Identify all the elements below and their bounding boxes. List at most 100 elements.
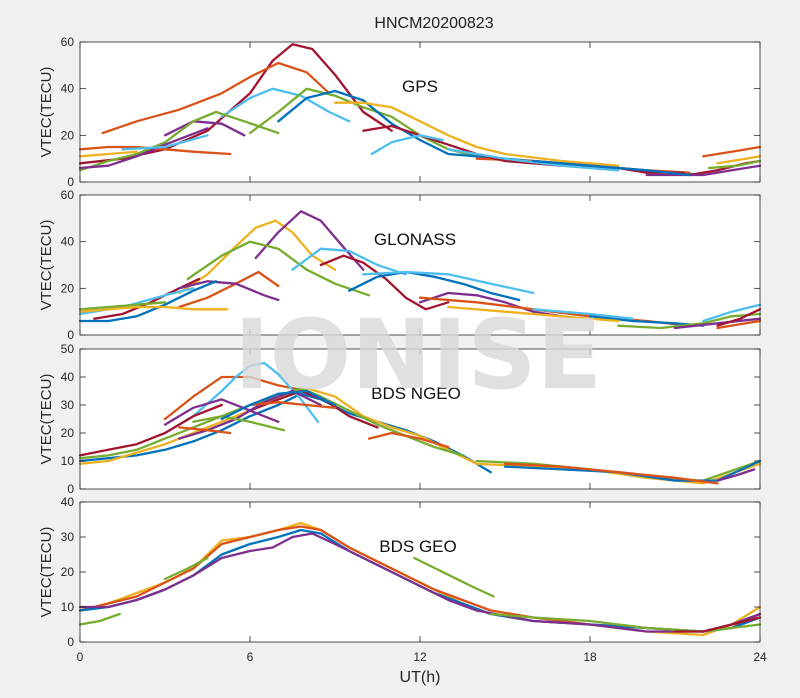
series-line-2 <box>186 240 371 297</box>
y-tick-label: 40 <box>61 235 75 249</box>
series-line-15 <box>78 150 138 158</box>
series-line-1 <box>101 61 331 135</box>
series-line-1 <box>254 210 365 271</box>
series-line-10 <box>702 145 762 158</box>
series-line-13 <box>220 389 337 421</box>
y-tick-label: 10 <box>61 600 75 614</box>
y-axis-label: VTEC(TECU) <box>38 67 55 158</box>
series-line-4 <box>319 254 450 311</box>
series-line-14 <box>418 291 563 318</box>
subplot-title: GLONASS <box>374 230 456 249</box>
series-line-4 <box>78 612 121 626</box>
series-line-14 <box>645 164 762 177</box>
series-line-8 <box>178 389 322 440</box>
series-line-17 <box>503 462 719 485</box>
x-tick-label: 18 <box>583 650 597 664</box>
watermark: IONISE <box>234 299 602 411</box>
subplot-0: 0 20 40 60 VTEC(TECU) GPS <box>38 35 762 189</box>
series-line-11 <box>248 401 337 409</box>
subplot-2: 0 10 20 30 40 50 VTEC(TECU) BDS NGEO <box>38 342 762 496</box>
series-line-3 <box>248 87 478 158</box>
y-tick-label: 50 <box>61 342 75 356</box>
series-line-5 <box>348 270 521 302</box>
y-tick-label: 40 <box>61 82 75 96</box>
plot-area <box>80 195 760 335</box>
series-line-6 <box>163 120 246 137</box>
series-line-9 <box>178 280 280 302</box>
series-line-20 <box>702 303 762 323</box>
series-line-17 <box>532 308 634 320</box>
x-tick-label: 24 <box>753 650 767 664</box>
series-line-20 <box>532 159 691 177</box>
series-line-3 <box>291 247 407 276</box>
y-tick-label: 20 <box>61 426 75 440</box>
y-tick-label: 60 <box>61 35 75 49</box>
series-line-0 <box>178 219 337 295</box>
series-line-5 <box>163 398 280 426</box>
series-line-23 <box>716 319 762 330</box>
subplot-1: 0 20 40 60 VTEC(TECU) GLONASS <box>38 188 762 342</box>
series-line-6 <box>78 403 223 457</box>
y-tick-label: 0 <box>67 482 74 496</box>
series-line-16 <box>716 155 762 165</box>
y-tick-label: 20 <box>61 565 75 579</box>
series-line-6 <box>413 556 495 598</box>
series-line-12 <box>367 431 450 449</box>
x-tick-label: 12 <box>413 650 427 664</box>
series-line-18 <box>447 148 620 172</box>
series-line-8 <box>673 616 762 633</box>
y-tick-label: 30 <box>61 530 75 544</box>
series-line-9 <box>192 415 286 432</box>
y-tick-label: 0 <box>67 175 74 189</box>
series-line-12 <box>78 305 229 313</box>
series-line-8 <box>93 277 201 320</box>
series-line-10 <box>78 280 218 323</box>
y-tick-label: 60 <box>61 188 75 202</box>
y-axis-label: VTEC(TECU) <box>38 220 55 311</box>
y-tick-label: 40 <box>61 370 75 384</box>
plot-area <box>80 502 760 642</box>
x-tick-label: 6 <box>247 650 254 664</box>
series-line-5 <box>163 556 209 581</box>
y-axis-label: VTEC(TECU) <box>38 374 55 465</box>
y-tick-label: 0 <box>67 328 74 342</box>
series-line-7 <box>248 389 379 429</box>
plot-area <box>80 349 760 489</box>
series-line-19 <box>617 312 762 330</box>
series-line-5 <box>333 101 620 167</box>
series-line-22 <box>716 308 762 327</box>
series-line-21 <box>673 317 762 330</box>
subplot-title: BDS NGEO <box>371 384 461 403</box>
y-tick-label: 20 <box>61 281 75 295</box>
y-tick-label: 10 <box>61 454 75 468</box>
series-line-16 <box>503 459 762 482</box>
x-tick-label: 0 <box>77 650 84 664</box>
series-line-18 <box>447 305 620 323</box>
series-line-0 <box>78 43 393 165</box>
y-tick-label: 40 <box>61 495 75 509</box>
subplot-3: 0 10 20 30 40 0 6 12 18 24 VTEC(TECU) BDS GEO UT(h) <box>38 495 767 686</box>
series-line-7 <box>78 110 280 172</box>
plot-area <box>80 42 760 182</box>
series-line-13 <box>78 301 167 311</box>
x-axis-label: UT(h) <box>400 669 441 686</box>
y-axis-label: VTEC(TECU) <box>38 527 55 618</box>
series-line-19 <box>121 134 209 151</box>
series-line-13 <box>78 127 209 170</box>
series-line-2 <box>220 87 351 123</box>
y-tick-label: 0 <box>67 635 74 649</box>
y-tick-label: 20 <box>61 128 75 142</box>
subplot-title: GPS <box>402 77 438 96</box>
series-line-10 <box>178 426 232 435</box>
series-line-3 <box>78 532 762 633</box>
series-line-17 <box>370 134 444 156</box>
series-line-7 <box>489 612 762 633</box>
series-line-18 <box>716 468 756 482</box>
figure-title: HNCM20200823 <box>374 15 493 32</box>
subplot-title: BDS GEO <box>379 537 456 556</box>
series-line-6 <box>362 270 535 295</box>
series-line-21 <box>707 159 762 170</box>
y-tick-label: 30 <box>61 398 75 412</box>
